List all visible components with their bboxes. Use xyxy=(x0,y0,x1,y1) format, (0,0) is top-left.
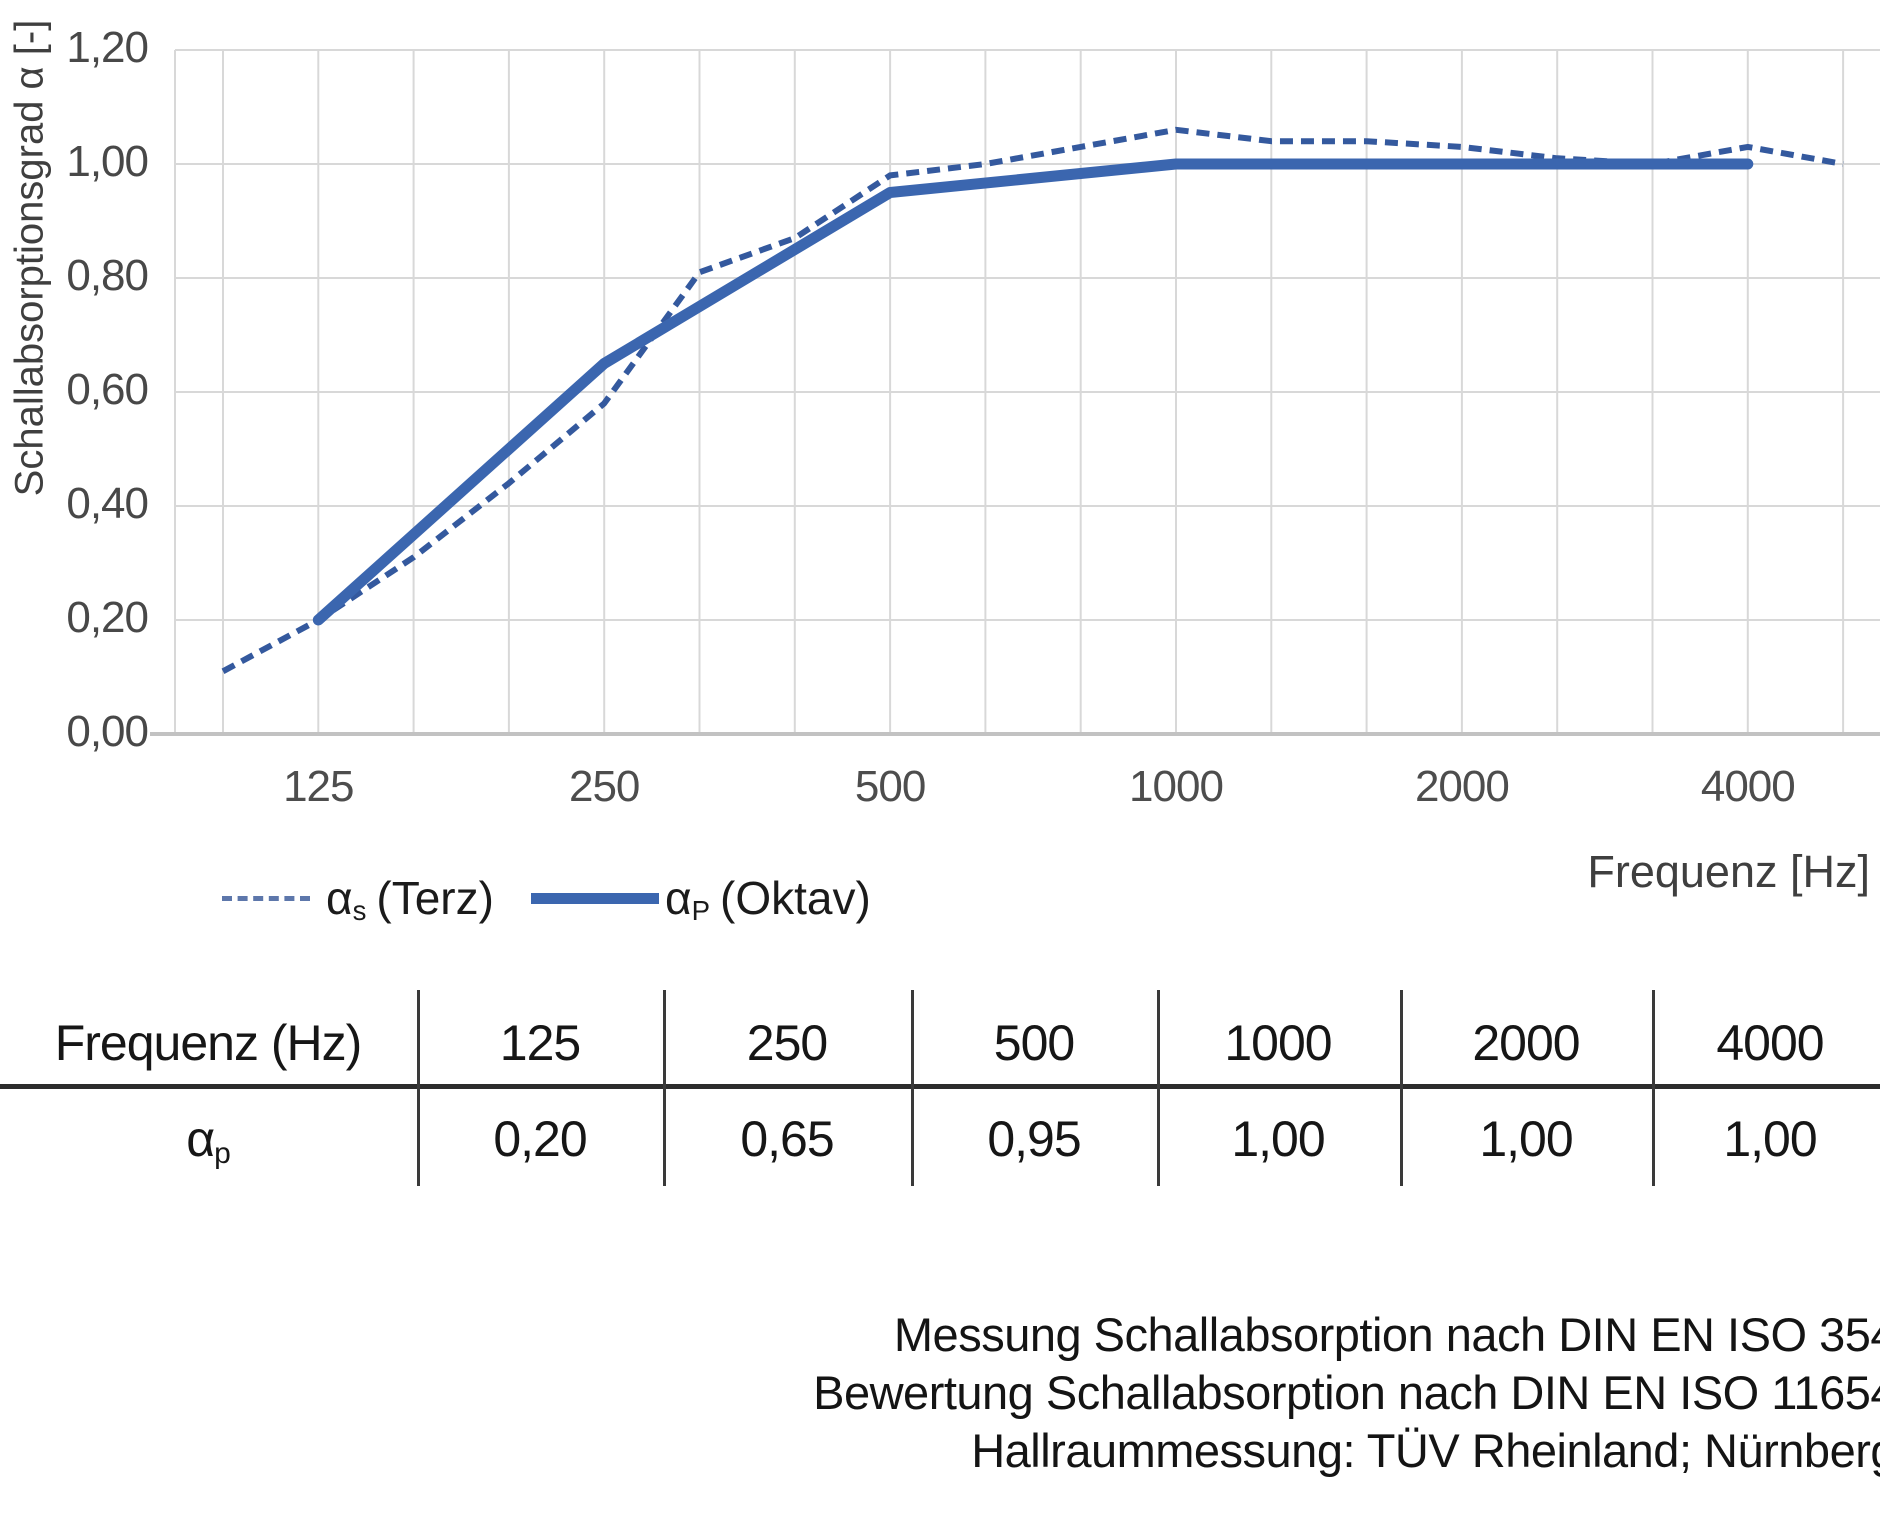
legend-label-oktav: αP (Oktav) xyxy=(665,871,871,925)
table-value-cell: 0,65 xyxy=(740,1111,834,1167)
table-value-cell: 1,00 xyxy=(1231,1111,1325,1167)
x-tick-label: 1000 xyxy=(1129,762,1224,811)
table-header-cell: 500 xyxy=(993,1015,1075,1071)
alpha-symbol: α xyxy=(665,872,692,924)
table-value-cell: 1,00 xyxy=(1479,1111,1573,1167)
legend-item-terz: αs (Terz) xyxy=(222,870,494,926)
alpha-symbol: α xyxy=(186,1111,215,1167)
series-alpha-s-terz-line xyxy=(221,126,1844,674)
table-divider xyxy=(417,990,420,1186)
table-value-cell: 0,95 xyxy=(987,1111,1081,1167)
y-tick-label: 0,80 xyxy=(66,251,149,300)
legend-text: (Terz) xyxy=(376,872,494,924)
table-divider xyxy=(1400,990,1403,1186)
table-header-cell: 1000 xyxy=(1224,1015,1332,1071)
footnote-line: Messung Schallabsorption nach DIN EN ISO… xyxy=(893,1308,1880,1361)
y-tick-label: 0,40 xyxy=(66,479,149,528)
legend-text: (Oktav) xyxy=(720,872,871,924)
x-axis-title: Frequenz [Hz] xyxy=(1587,846,1870,897)
x-tick-label: 250 xyxy=(568,762,640,811)
table-header-frequency: Frequenz (Hz) xyxy=(54,1015,363,1071)
table-header-cell: 4000 xyxy=(1716,1015,1824,1071)
solid-line-key-icon xyxy=(531,892,659,904)
standards-footnote: Messung Schallabsorption nach DIN EN ISO… xyxy=(500,1306,1880,1480)
table-header-cell: 125 xyxy=(499,1015,581,1071)
y-tick-label: 0,20 xyxy=(66,593,149,642)
y-tick-label: 1,20 xyxy=(66,23,149,72)
x-tick-label: 2000 xyxy=(1414,762,1510,811)
y-tick-label: 0,60 xyxy=(66,365,149,414)
absorption-chart xyxy=(150,49,1880,736)
dashed-line-key-icon xyxy=(222,895,310,901)
x-tick-label: 500 xyxy=(854,762,926,811)
table-divider xyxy=(1157,990,1160,1186)
y-tick-label: 0,00 xyxy=(66,707,149,756)
table-header-cell: 250 xyxy=(746,1015,828,1071)
table-value-cell: 0,20 xyxy=(493,1111,587,1167)
footnote-line: Bewertung Schallabsorption nach DIN EN I… xyxy=(813,1366,1880,1419)
table-divider xyxy=(663,990,666,1186)
legend-item-oktav: αP (Oktav) xyxy=(531,870,871,926)
footnote-line: Hallraummessung: TÜV Rheinland; Nürnberg xyxy=(971,1424,1880,1477)
table-header-rule xyxy=(0,1084,1880,1089)
x-tick-label: 125 xyxy=(283,762,354,811)
y-tick-label: 1,00 xyxy=(66,137,149,186)
table-divider xyxy=(1652,990,1655,1186)
table-divider xyxy=(911,990,914,1186)
series-alpha-p-oktav-line xyxy=(312,158,1754,626)
x-tick-label: 4000 xyxy=(1700,762,1796,811)
alpha-symbol: α xyxy=(326,872,353,924)
table-value-cell: 1,00 xyxy=(1723,1111,1817,1167)
table-row-label-alpha-p: αp xyxy=(98,1110,318,1168)
legend-label-terz: αs (Terz) xyxy=(326,871,494,925)
alpha-subscript: P xyxy=(691,895,710,927)
alpha-subscript: p xyxy=(214,1136,231,1170)
alpha-subscript: s xyxy=(352,895,367,927)
table-header-cell: 2000 xyxy=(1472,1015,1580,1071)
